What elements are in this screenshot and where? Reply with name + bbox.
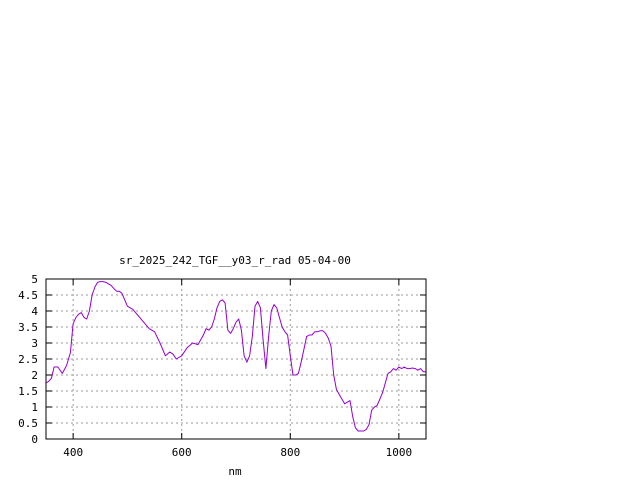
y-tick-label: 4.5 — [18, 289, 38, 302]
y-tick-label: 0.5 — [18, 417, 38, 430]
x-axis-label: nm — [228, 465, 242, 478]
chart-title: sr_2025_242_TGF__y03_r_rad 05-04-00 — [119, 254, 351, 267]
y-tick-label: 3 — [31, 337, 38, 350]
ticks — [46, 278, 426, 440]
y-tick-label: 1 — [31, 401, 38, 414]
y-tick-label: 2.5 — [18, 353, 38, 366]
y-tick-label: 5 — [31, 273, 38, 286]
series-line — [45, 281, 426, 432]
series-layer — [45, 281, 426, 432]
grid — [46, 279, 426, 439]
x-tick-label: 400 — [63, 446, 83, 459]
y-tick-label: 1.5 — [18, 385, 38, 398]
y-tick-label: 0 — [31, 433, 38, 446]
x-tick-label: 600 — [172, 446, 192, 459]
y-tick-label: 4 — [31, 305, 38, 318]
y-tick-label: 3.5 — [18, 321, 38, 334]
x-tick-label: 1000 — [386, 446, 413, 459]
x-tick-label: 800 — [280, 446, 300, 459]
y-tick-label: 2 — [31, 369, 38, 382]
tick-labels: 0 0.5 1 1.5 2 2.5 3 3.5 4 4.5 5 400 600 800 1000 — [18, 273, 412, 459]
